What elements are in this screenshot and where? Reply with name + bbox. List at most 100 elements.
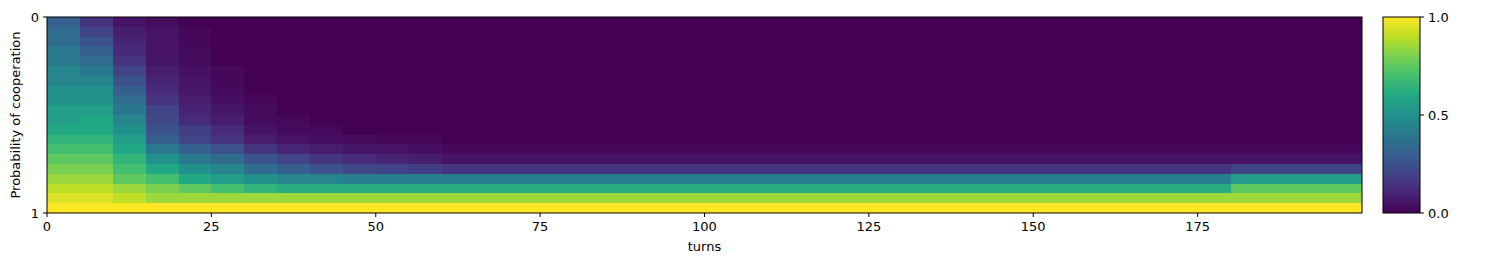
heatmap-cell [902,17,935,27]
heatmap-cell [968,164,1001,174]
heatmap-cell [442,184,475,194]
heatmap-cell [474,164,507,174]
heatmap-cell [836,164,869,174]
heatmap-cell [1033,144,1066,154]
heatmap-cell [244,17,277,27]
heatmap-cell [1000,203,1033,213]
heatmap-cell [1132,115,1165,125]
heatmap-cell [573,193,606,203]
heatmap-cell [1231,135,1264,145]
heatmap-cell [1132,154,1165,164]
heatmap-cell [507,135,540,145]
heatmap-cell [770,27,803,37]
heatmap-cell [1329,37,1362,47]
heatmap-cell [737,56,770,66]
heatmap-cell [507,203,540,213]
heatmap-cell [935,164,968,174]
heatmap-cell [1132,174,1165,184]
heatmap-cell [1099,203,1132,213]
heatmap-cell [442,66,475,76]
heatmap-cell [573,86,606,96]
heatmap-cell [442,27,475,37]
heatmap-cell [573,144,606,154]
heatmap-cell [672,95,705,105]
heatmap-cell [1132,66,1165,76]
heatmap-cell [935,66,968,76]
heatmap-cell [803,27,836,37]
heatmap-cell [211,125,244,135]
heatmap-cell [179,56,212,66]
heatmap-cell [146,56,179,66]
heatmap-cell [113,193,146,203]
heatmap-cell [1329,164,1362,174]
heatmap-cell [606,46,639,56]
heatmap-cell [179,86,212,96]
heatmap-cell [540,56,573,66]
heatmap-cell [507,76,540,86]
heatmap-cell [935,184,968,194]
heatmap-cell [474,37,507,47]
heatmap-cell [146,154,179,164]
heatmap-cell [146,174,179,184]
heatmap-cell [1033,125,1066,135]
heatmap-cell [442,17,475,27]
colorbar-tick-label: 1.0 [1428,10,1449,25]
heatmap-cell [1198,27,1231,37]
heatmap-cell [1198,86,1231,96]
heatmap-cell [80,56,113,66]
heatmap-cell [540,105,573,115]
heatmap-cell [179,105,212,115]
heatmap-cell [1033,95,1066,105]
heatmap-cell [113,184,146,194]
heatmap-cell [1132,27,1165,37]
heatmap-cell [770,174,803,184]
chart: 025507510012515017501turnsProbability of… [0,0,1489,261]
x-tick [868,213,869,217]
heatmap-cell [507,86,540,96]
heatmap-cell [211,17,244,27]
heatmap-cell [113,46,146,56]
heatmap-cell [146,76,179,86]
x-tick-label: 50 [367,219,384,234]
heatmap-cell [869,144,902,154]
heatmap-cell [343,144,376,154]
heatmap-cell [1132,184,1165,194]
heatmap-cell [113,56,146,66]
heatmap-cell [474,46,507,56]
heatmap-cell [1198,135,1231,145]
heatmap-cell [343,125,376,135]
heatmap-cell [310,56,343,66]
heatmap-cell [1000,174,1033,184]
heatmap-cell [1329,144,1362,154]
heatmap-cell [672,154,705,164]
heatmap-cell [1099,174,1132,184]
heatmap-cell [968,17,1001,27]
heatmap-cell [1329,76,1362,86]
heatmap-cell [1296,37,1329,47]
heatmap-cell [836,66,869,76]
heatmap-cell [803,174,836,184]
heatmap-cell [1000,37,1033,47]
heatmap-cell [639,17,672,27]
heatmap-cell [968,154,1001,164]
heatmap-cell [540,184,573,194]
heatmap-cell [211,154,244,164]
y-tick-label: 1 [31,206,39,221]
heatmap-cell [705,95,738,105]
heatmap-cell [80,66,113,76]
heatmap-cell [836,174,869,184]
heatmap-cell [606,203,639,213]
heatmap-cell [409,95,442,105]
heatmap-cell [1132,164,1165,174]
heatmap-cell [47,56,80,66]
heatmap-cell [507,193,540,203]
heatmap-cell [442,37,475,47]
heatmap-cell [737,144,770,154]
heatmap-cell [1000,184,1033,194]
heatmap-cell [869,164,902,174]
heatmap-cell [1263,37,1296,47]
heatmap-cell [211,66,244,76]
heatmap-cell [573,17,606,27]
heatmap-cell [935,105,968,115]
heatmap-cell [869,174,902,184]
